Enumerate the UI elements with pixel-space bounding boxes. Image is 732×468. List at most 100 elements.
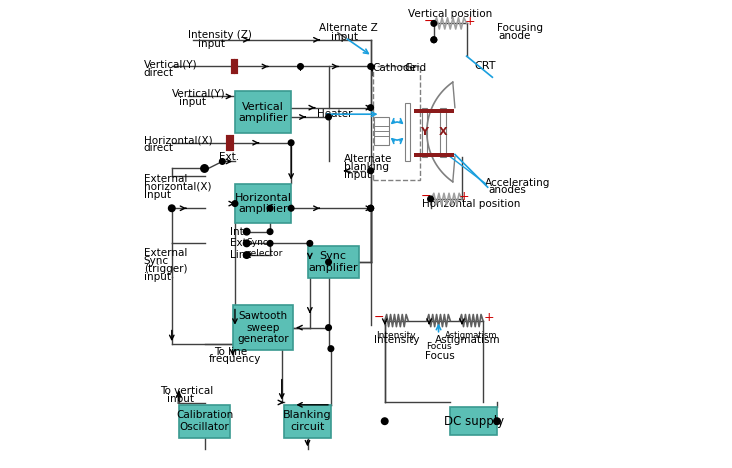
Text: Vertical(Y): Vertical(Y) xyxy=(143,59,198,70)
Circle shape xyxy=(328,346,334,351)
Circle shape xyxy=(267,205,273,211)
FancyBboxPatch shape xyxy=(235,91,291,133)
Circle shape xyxy=(427,196,433,202)
Circle shape xyxy=(431,37,437,43)
Circle shape xyxy=(298,64,303,69)
Text: X: X xyxy=(439,127,447,137)
FancyBboxPatch shape xyxy=(233,305,294,350)
Text: Vertical
amplifier: Vertical amplifier xyxy=(238,102,288,123)
FancyBboxPatch shape xyxy=(450,407,497,435)
Text: Vertical position: Vertical position xyxy=(408,9,493,19)
Circle shape xyxy=(494,418,500,424)
Circle shape xyxy=(381,418,388,424)
Circle shape xyxy=(368,64,373,69)
Text: input: input xyxy=(344,170,371,180)
Text: Alternate Z: Alternate Z xyxy=(319,23,378,33)
Text: CRT: CRT xyxy=(474,60,496,71)
FancyBboxPatch shape xyxy=(235,184,291,224)
Bar xyxy=(414,109,435,113)
FancyBboxPatch shape xyxy=(307,246,359,278)
Text: +: + xyxy=(465,15,475,28)
Text: Sync: Sync xyxy=(143,256,169,266)
Text: anodes: anodes xyxy=(489,185,526,196)
Text: To vertical: To vertical xyxy=(160,386,213,396)
FancyBboxPatch shape xyxy=(179,405,231,438)
Text: Astigmatism: Astigmatism xyxy=(436,335,501,344)
Text: Line: Line xyxy=(231,250,252,260)
Circle shape xyxy=(326,114,332,120)
Text: Calibration
Oscillator: Calibration Oscillator xyxy=(176,410,234,432)
Circle shape xyxy=(326,325,332,330)
Text: −: − xyxy=(421,190,431,203)
Text: Intensity: Intensity xyxy=(376,331,417,340)
Circle shape xyxy=(220,159,225,164)
Text: Sawtooth
sweep
generator: Sawtooth sweep generator xyxy=(237,311,289,344)
Circle shape xyxy=(326,259,332,265)
Text: horizontal(X): horizontal(X) xyxy=(143,182,212,192)
Bar xyxy=(422,108,427,157)
Text: frequency: frequency xyxy=(209,354,261,365)
Text: DC supply: DC supply xyxy=(444,415,504,428)
Circle shape xyxy=(243,228,250,235)
Circle shape xyxy=(168,205,175,212)
Text: anode: anode xyxy=(498,31,531,41)
Circle shape xyxy=(368,205,373,211)
Text: input: input xyxy=(331,32,358,43)
Text: −: − xyxy=(424,15,434,28)
Text: Ext.: Ext. xyxy=(231,238,250,249)
Bar xyxy=(374,117,389,145)
FancyBboxPatch shape xyxy=(284,405,331,438)
Circle shape xyxy=(431,37,437,43)
Text: blanking: blanking xyxy=(344,162,389,172)
Text: input: input xyxy=(179,96,206,107)
Circle shape xyxy=(288,205,294,211)
Circle shape xyxy=(267,229,273,234)
Circle shape xyxy=(307,241,313,246)
Text: External: External xyxy=(143,174,187,184)
Text: +: + xyxy=(483,311,494,324)
Circle shape xyxy=(368,105,373,110)
Bar xyxy=(433,109,454,113)
Text: Intensity (Z): Intensity (Z) xyxy=(188,30,252,40)
Text: input: input xyxy=(143,271,171,282)
Text: Horizontal(X): Horizontal(X) xyxy=(143,135,212,146)
Circle shape xyxy=(431,21,437,26)
Text: Input: Input xyxy=(143,190,171,200)
Text: Focusing: Focusing xyxy=(497,23,543,33)
Bar xyxy=(414,153,435,157)
Bar xyxy=(433,153,454,157)
Text: direct: direct xyxy=(143,67,173,78)
Text: Heater: Heater xyxy=(317,109,352,119)
Bar xyxy=(405,103,409,161)
Circle shape xyxy=(368,168,373,174)
Circle shape xyxy=(267,241,273,246)
Text: +: + xyxy=(459,190,470,203)
Text: Horizontal
amplifier: Horizontal amplifier xyxy=(234,193,291,214)
Circle shape xyxy=(368,205,373,211)
Text: direct: direct xyxy=(143,143,173,154)
Text: Accelerating: Accelerating xyxy=(485,177,550,188)
Circle shape xyxy=(368,205,373,211)
Bar xyxy=(441,108,446,157)
Text: Vertical(Y): Vertical(Y) xyxy=(172,88,225,99)
Text: Sync
amplifier: Sync amplifier xyxy=(308,251,358,273)
Circle shape xyxy=(243,240,250,247)
Text: Int.: Int. xyxy=(231,227,247,237)
Text: Intensity: Intensity xyxy=(374,335,419,344)
Circle shape xyxy=(232,201,238,206)
Text: input: input xyxy=(167,394,194,404)
Circle shape xyxy=(288,140,294,146)
Text: Horizontal position: Horizontal position xyxy=(422,198,520,209)
Text: Focus: Focus xyxy=(425,351,455,361)
Text: Grid: Grid xyxy=(405,63,427,73)
Text: Sync
selector: Sync selector xyxy=(247,238,283,258)
Text: Y: Y xyxy=(420,127,428,137)
Text: Alternate: Alternate xyxy=(344,154,392,164)
Text: External: External xyxy=(143,248,187,258)
Circle shape xyxy=(243,252,250,258)
Text: input: input xyxy=(198,39,225,50)
Text: Focus: Focus xyxy=(426,342,452,351)
Text: −: − xyxy=(374,311,384,324)
Circle shape xyxy=(201,165,209,172)
Text: (trigger): (trigger) xyxy=(143,263,187,274)
